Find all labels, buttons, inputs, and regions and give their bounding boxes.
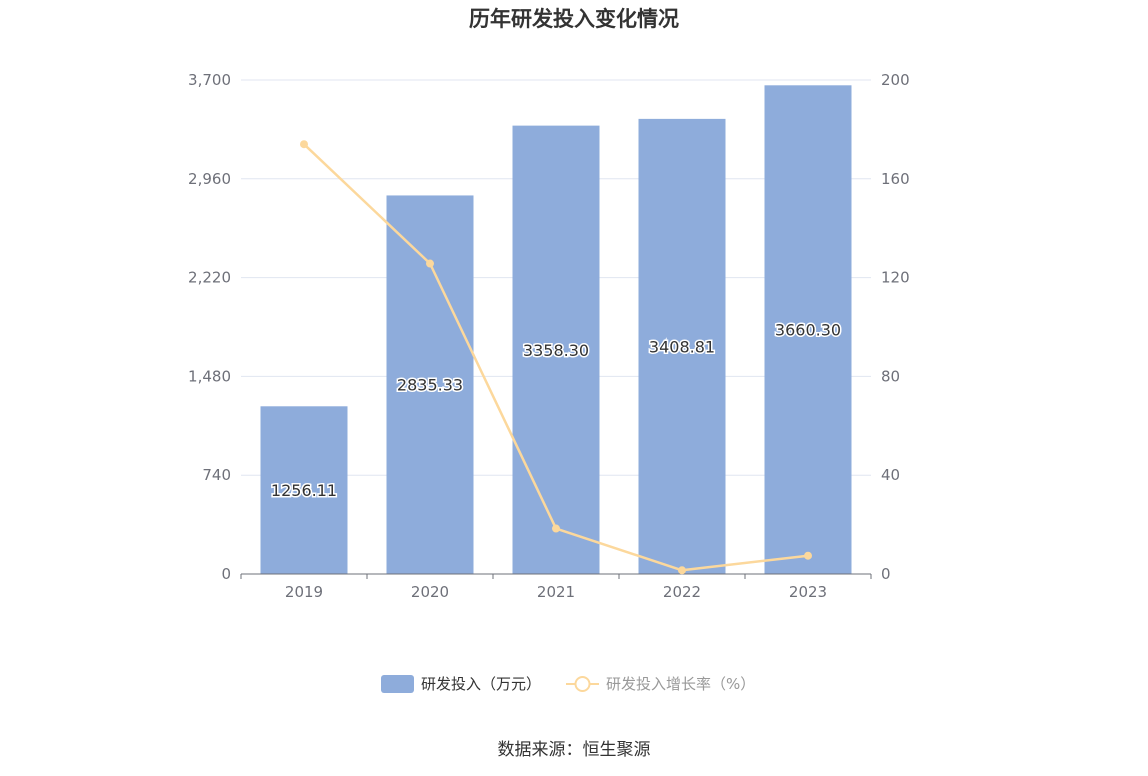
bar-data-label: 1256.11 bbox=[271, 481, 337, 500]
y-right-tick-label: 120 bbox=[881, 269, 910, 287]
legend-swatch-marker bbox=[574, 676, 591, 692]
line-series bbox=[300, 140, 812, 575]
y-right-tick-label: 0 bbox=[881, 565, 891, 583]
line-point[interactable] bbox=[678, 566, 686, 575]
bar[interactable] bbox=[260, 406, 348, 574]
bar[interactable] bbox=[638, 118, 726, 574]
x-tick-label: 2020 bbox=[411, 583, 449, 601]
y-left-tick-label: 740 bbox=[202, 466, 231, 484]
x-tick-label: 2019 bbox=[285, 583, 323, 601]
line-point[interactable] bbox=[552, 524, 560, 533]
line-point[interactable] bbox=[426, 259, 434, 268]
y-left-tick-label: 2,960 bbox=[188, 170, 231, 188]
bar-data-labels: 1256.11 2835.33 3358.30 3408.81 3660.30 bbox=[269, 319, 842, 501]
y-left-tick-label: 2,220 bbox=[188, 269, 231, 287]
x-tick-label: 2022 bbox=[663, 583, 701, 601]
y-right-tick-label: 40 bbox=[881, 466, 900, 484]
legend-item-rd-investment[interactable]: 研发投入（万元） bbox=[381, 675, 541, 693]
bar[interactable] bbox=[386, 195, 474, 574]
y-left-tick-label: 3,700 bbox=[188, 71, 231, 89]
line-point[interactable] bbox=[300, 140, 308, 149]
legend-label-growth-rate: 研发投入增长率（%） bbox=[606, 675, 755, 693]
y-right-tick-label: 200 bbox=[881, 71, 910, 89]
legend-item-growth-rate[interactable]: 研发投入增长率（%） bbox=[566, 675, 755, 693]
legend-swatch-bar bbox=[381, 675, 414, 693]
bar-data-label: 2835.33 bbox=[397, 376, 463, 395]
bar-data-label: 3358.30 bbox=[523, 341, 589, 360]
x-tick-label: 2023 bbox=[789, 583, 827, 601]
bar-data-label: 3408.81 bbox=[649, 337, 715, 356]
line-point[interactable] bbox=[804, 551, 812, 560]
bar[interactable] bbox=[512, 125, 600, 574]
axes: 0 0 740 40 1,480 80 2,220 120 2,960 160 3,700 200 20… bbox=[188, 71, 910, 601]
bar-data-label: 3660.30 bbox=[775, 321, 841, 340]
x-tick-label: 2021 bbox=[537, 583, 575, 601]
legend: 研发投入（万元） 研发投入增长率（%） bbox=[381, 675, 755, 693]
y-left-tick-label: 1,480 bbox=[188, 367, 231, 385]
bar[interactable] bbox=[764, 85, 852, 575]
data-source: 数据来源：恒生聚源 bbox=[498, 740, 651, 760]
legend-label-rd-investment: 研发投入（万元） bbox=[421, 675, 541, 693]
bar-series bbox=[260, 85, 852, 575]
y-right-tick-label: 80 bbox=[881, 367, 900, 385]
y-right-tick-label: 160 bbox=[881, 170, 910, 188]
y-left-tick-label: 0 bbox=[221, 565, 231, 583]
chart-title: 历年研发投入变化情况 bbox=[469, 7, 679, 31]
